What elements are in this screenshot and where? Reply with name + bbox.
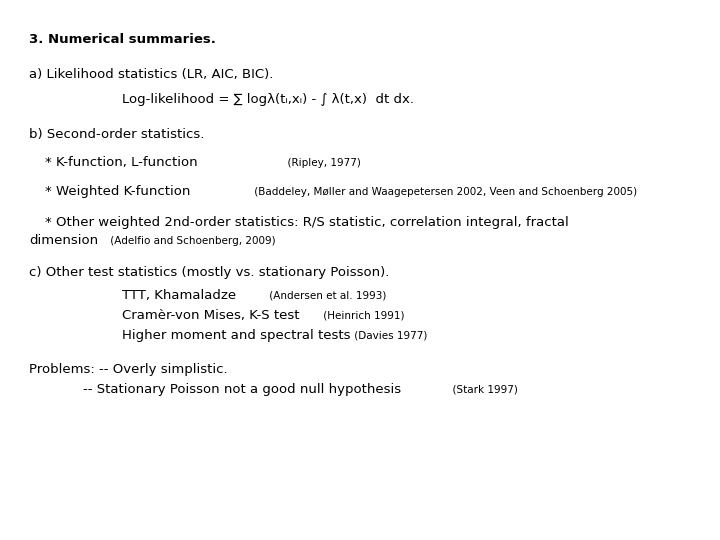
- Text: (Adelfio and Schoenberg, 2009): (Adelfio and Schoenberg, 2009): [107, 236, 275, 246]
- Text: 3. Numerical summaries.: 3. Numerical summaries.: [29, 33, 216, 46]
- Text: Log-likelihood = ∑ logλ(tᵢ,xᵢ) - ∫ λ(t,x)  dt dx.: Log-likelihood = ∑ logλ(tᵢ,xᵢ) - ∫ λ(t,x…: [122, 92, 415, 106]
- Text: TTT, Khamaladze: TTT, Khamaladze: [122, 288, 237, 302]
- Text: dimension: dimension: [29, 234, 98, 247]
- Text: (Baddeley, Møller and Waagepetersen 2002, Veen and Schoenberg 2005): (Baddeley, Møller and Waagepetersen 2002…: [251, 187, 636, 198]
- Text: (Stark 1997): (Stark 1997): [446, 384, 518, 395]
- Text: * Other weighted 2nd-order statistics: R/S statistic, correlation integral, frac: * Other weighted 2nd-order statistics: R…: [45, 215, 569, 229]
- Text: (Davies 1977): (Davies 1977): [351, 330, 428, 341]
- Text: (Heinrich 1991): (Heinrich 1991): [320, 310, 404, 321]
- Text: Cramèr-von Mises, K-S test: Cramèr-von Mises, K-S test: [122, 308, 300, 322]
- Text: Problems: -- Overly simplistic.: Problems: -- Overly simplistic.: [29, 362, 228, 376]
- Text: a) Likelihood statistics (LR, AIC, BIC).: a) Likelihood statistics (LR, AIC, BIC).: [29, 68, 273, 82]
- Text: (Ripley, 1977): (Ripley, 1977): [281, 158, 361, 168]
- Text: -- Stationary Poisson not a good null hypothesis: -- Stationary Poisson not a good null hy…: [83, 382, 401, 396]
- Text: * K-function, L-function: * K-function, L-function: [45, 156, 198, 170]
- Text: Higher moment and spectral tests: Higher moment and spectral tests: [122, 328, 351, 342]
- Text: * Weighted K-function: * Weighted K-function: [45, 185, 191, 199]
- Text: (Andersen et al. 1993): (Andersen et al. 1993): [266, 291, 387, 301]
- Text: c) Other test statistics (mostly vs. stationary Poisson).: c) Other test statistics (mostly vs. sta…: [29, 266, 390, 280]
- Text: b) Second-order statistics.: b) Second-order statistics.: [29, 127, 204, 141]
